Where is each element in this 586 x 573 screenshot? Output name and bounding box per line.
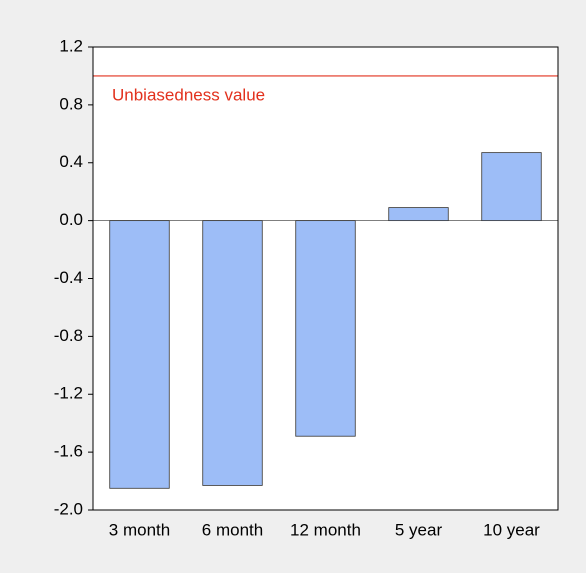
y-tick-label: 0.0 (59, 210, 83, 229)
bar (202, 220, 263, 486)
y-tick-label: 1.2 (59, 36, 83, 55)
y-tick-label: -0.4 (54, 268, 83, 287)
reference-label: Unbiasedness value (112, 85, 265, 104)
y-tick-label: -1.2 (54, 384, 83, 403)
bar (388, 207, 449, 222)
y-tick-label: 0.4 (59, 152, 83, 171)
plot-frame (92, 46, 559, 511)
y-tick-label: 0.8 (59, 94, 83, 113)
x-tick-label: 5 year (395, 520, 443, 539)
x-tick-label: 12 month (290, 520, 361, 539)
x-tick-label: 10 year (483, 520, 540, 539)
y-tick-label: -2.0 (54, 499, 83, 518)
bar (481, 152, 542, 222)
y-tick-label: -0.8 (54, 326, 83, 345)
x-tick-label: 3 month (109, 520, 170, 539)
y-tick-label: -1.6 (54, 442, 83, 461)
bar (109, 220, 170, 489)
bar (295, 220, 356, 437)
x-tick-label: 6 month (202, 520, 263, 539)
